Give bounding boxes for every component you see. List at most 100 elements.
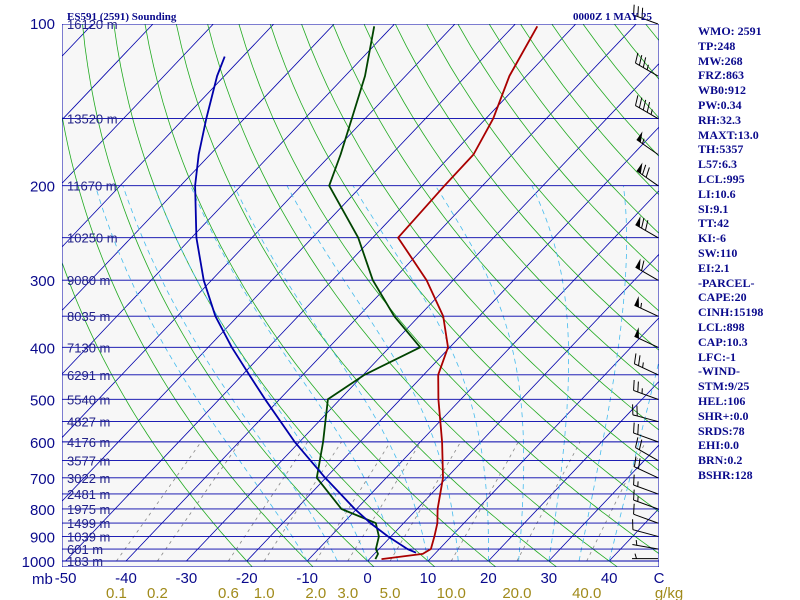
stability-index: RH:32.3 xyxy=(698,112,741,127)
wind-barb-pennant xyxy=(635,216,641,228)
mixing-ratio-tick-label: 3.0 xyxy=(337,585,358,600)
stability-index: SHR+:0.0 xyxy=(698,408,749,423)
wind-barb xyxy=(632,553,658,560)
dry-adiabat xyxy=(238,24,659,555)
isotherm xyxy=(548,444,659,562)
wind-barb-full xyxy=(633,489,635,501)
wind-barb-pennant xyxy=(635,258,641,270)
temperature-line xyxy=(381,25,539,560)
mixing-ratio-line xyxy=(228,441,308,562)
wind-barb-full xyxy=(638,355,641,366)
wind-barb xyxy=(634,95,659,119)
stability-index: L57:6.3 xyxy=(698,157,737,172)
wind-barb-pennant xyxy=(634,327,639,339)
dry-adiabat xyxy=(426,24,659,312)
stability-index: SI:9.1 xyxy=(698,201,729,216)
wind-barb-staff xyxy=(635,266,659,281)
pressure-unit-label: mb xyxy=(32,571,53,588)
wind-barb xyxy=(633,353,659,376)
stability-index: CINH:15198 xyxy=(698,305,764,320)
stability-indices-panel: WMO: 2591 TP:248 MW:268 FRZ:863 WB0:912 PW:0.… xyxy=(698,24,800,483)
mixing-ratio-tick-label: 40.0 xyxy=(572,585,601,600)
moist-adiabat xyxy=(122,185,338,562)
stability-index: LFC:-1 xyxy=(698,349,736,364)
wind-barb xyxy=(633,422,659,443)
background-grid xyxy=(0,0,659,567)
wind-barb-staff xyxy=(635,224,659,239)
height-label: 4176 m xyxy=(67,435,110,450)
chart-title-left: ES591 (2591) Sounding xyxy=(67,11,177,23)
pressure-tick-label: 400 xyxy=(30,340,55,357)
stability-index: PW:0.34 xyxy=(698,97,742,112)
stability-index: FRZ:863 xyxy=(698,68,744,83)
wind-barb-half xyxy=(634,553,637,559)
isotherm xyxy=(62,24,396,375)
stability-index: WB0:912 xyxy=(698,83,746,98)
chart-title-right: 0000Z 1 MAY 25 xyxy=(573,11,652,23)
dry-adiabat xyxy=(62,113,314,567)
stability-index: EHI:0.0 xyxy=(698,438,740,453)
stability-index: KI:-6 xyxy=(698,231,726,246)
wind-barb xyxy=(633,4,659,25)
wind-barb-full xyxy=(634,95,639,106)
wind-barb-full xyxy=(646,102,651,113)
wind-barb xyxy=(634,437,659,461)
dry-adiabat xyxy=(207,24,619,567)
height-label: 5540 m xyxy=(67,392,110,407)
dry-adiabat xyxy=(62,261,253,567)
wind-barbs xyxy=(632,4,659,560)
wind-barb xyxy=(632,519,659,537)
stability-index: BRN:0.2 xyxy=(698,453,743,468)
wind-barb-half xyxy=(642,362,644,368)
pressure-tick-label: 300 xyxy=(30,273,55,290)
stability-index: STM:9/25 xyxy=(698,379,750,394)
wind-barb xyxy=(634,296,659,317)
stability-index: CAP:10.3 xyxy=(698,334,748,349)
height-label: 13520 m xyxy=(67,112,118,127)
wind-barb xyxy=(633,503,659,524)
mixing-ratio-line xyxy=(450,441,519,562)
height-label: 1499 m xyxy=(67,516,110,531)
wind-barb-half xyxy=(640,302,643,309)
mixing-ratio-line xyxy=(347,441,422,562)
temperature-tick-label: -40 xyxy=(115,570,137,587)
wind-barb-pennant xyxy=(634,296,639,308)
stability-index: -WIND- xyxy=(698,364,740,379)
isotherm xyxy=(367,253,659,562)
height-label: 3577 m xyxy=(67,454,110,469)
height-label: 1975 m xyxy=(67,502,110,517)
mixing-ratio-line xyxy=(389,441,462,562)
wind-barb-half xyxy=(646,64,649,70)
wind-barb-staff xyxy=(633,513,659,524)
height-label: 183 m xyxy=(67,554,103,569)
wind-barb-half xyxy=(650,109,653,115)
pressure-tick-label: 800 xyxy=(30,502,55,519)
height-label: 601 m xyxy=(67,542,103,557)
temperature-tick-label: -10 xyxy=(296,570,318,587)
wind-barb-full xyxy=(642,99,647,111)
isotherm xyxy=(62,24,154,121)
stability-index: TT:42 xyxy=(698,216,730,231)
dewpoint-line xyxy=(315,26,422,560)
stability-index: LCL:995 xyxy=(698,171,745,186)
isotherm xyxy=(62,24,335,312)
pressure-tick-label: 100 xyxy=(30,16,55,33)
isotherm xyxy=(62,24,275,248)
wind-barb xyxy=(634,52,659,77)
mixing-ratio-tick-label: 5.0 xyxy=(380,585,401,600)
wind-barb xyxy=(633,380,659,400)
wind-barb-staff xyxy=(632,529,659,537)
isotherm xyxy=(186,62,659,562)
wind-barb xyxy=(632,404,659,423)
mixing-ratio-line xyxy=(116,441,202,562)
height-label: 2481 m xyxy=(67,487,110,502)
wind-barb-full xyxy=(633,380,635,391)
height-label: 8035 m xyxy=(67,309,110,324)
dry-adiabat xyxy=(82,24,375,567)
dry-adiabat xyxy=(332,24,659,431)
isotherm xyxy=(0,0,21,561)
wind-barb-half xyxy=(635,540,638,546)
stability-index: TH:5357 xyxy=(698,142,744,157)
mixing-ratio-line xyxy=(263,441,342,562)
